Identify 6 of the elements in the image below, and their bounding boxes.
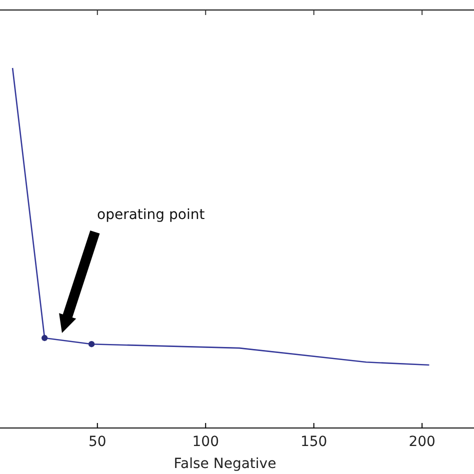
x-tick-label: 50 [88,434,106,450]
x-tick-label: 150 [300,434,328,450]
x-axis-title: False Negative [174,456,276,472]
x-tick-label: 200 [408,434,436,450]
x-tick-label: 100 [192,434,219,450]
annotation: operating point [97,207,206,223]
